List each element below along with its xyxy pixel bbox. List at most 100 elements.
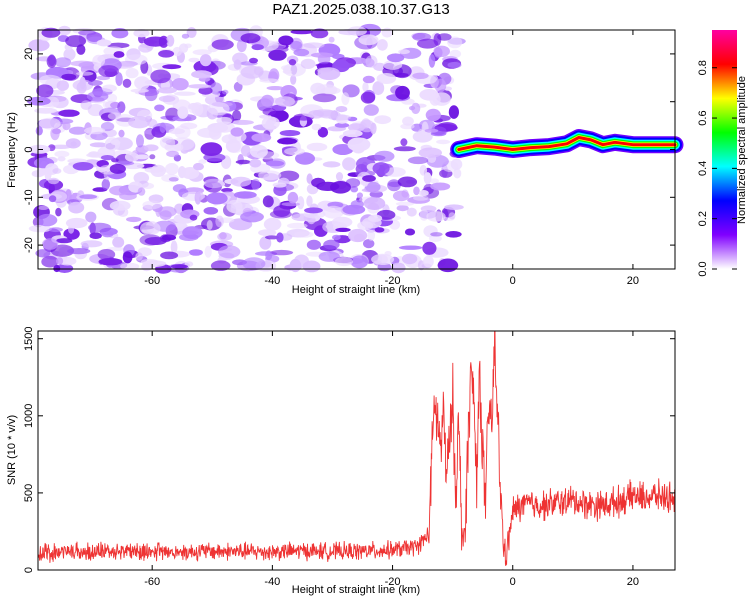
heatmap-cell <box>143 36 168 47</box>
heatmap-cell <box>165 163 179 175</box>
heatmap-cell <box>367 229 376 241</box>
heatmap-cell <box>251 133 272 143</box>
heatmap-cell <box>395 201 414 206</box>
heatmap-cell <box>42 238 59 250</box>
heatmap-cell <box>277 137 298 145</box>
heatmap-cell <box>265 250 273 261</box>
heatmap-cell <box>320 86 341 95</box>
x-tick-label: -20 <box>385 576 401 588</box>
heatmap-cell <box>278 35 294 46</box>
snr-x-label: Height of straight line (km) <box>292 584 420 596</box>
heatmap-cell <box>290 40 302 50</box>
x-tick-label: -60 <box>144 275 160 287</box>
heatmap-cell <box>335 227 351 232</box>
heatmap-cell <box>109 200 131 211</box>
heatmap-cell <box>80 240 103 248</box>
heatmap-cell <box>372 81 385 96</box>
heatmap-cell <box>125 68 139 79</box>
colorbar-ticks: 0.0 0.2 0.4 0.6 0.8 <box>697 60 737 277</box>
heatmap-cell <box>338 28 360 36</box>
heatmap-cell <box>182 226 203 240</box>
heatmap-cell <box>34 107 58 114</box>
heatmap-cell <box>52 128 61 135</box>
heatmap-cell <box>174 203 185 215</box>
heatmap-cell <box>41 255 59 268</box>
heatmap-cell <box>139 234 162 246</box>
heatmap-cell <box>120 262 140 270</box>
heatmap-cell <box>206 220 213 230</box>
heatmap-cell <box>259 236 272 250</box>
heatmap-cell <box>376 73 397 84</box>
heatmap-cell <box>207 102 230 116</box>
heatmap-cell <box>117 101 126 113</box>
spectrogram-panel: -60 -40 -20 0 20 -20 -10 0 10 20 Height of strai… <box>6 23 684 296</box>
heatmap-cell <box>55 207 62 217</box>
heatmap-cell <box>231 119 255 125</box>
heatmap-cell <box>397 176 418 188</box>
heatmap-cell <box>449 49 462 59</box>
heatmap-cell <box>447 61 462 69</box>
heatmap-cell <box>232 109 242 122</box>
heatmap-cell <box>158 50 175 58</box>
heatmap-cell <box>413 186 420 196</box>
heatmap-cell <box>230 176 252 187</box>
heatmap-cell <box>300 58 316 69</box>
heatmap-cell <box>97 249 116 260</box>
heatmap-cell <box>100 155 114 161</box>
heatmap-cell <box>310 28 329 39</box>
heatmap-cell <box>106 93 118 103</box>
heatmap-cell <box>392 190 410 202</box>
heatmap-cell <box>293 48 310 57</box>
spectrogram-x-ticks: -60 -40 -20 0 20 <box>144 30 639 287</box>
heatmap-cell <box>215 215 224 228</box>
heatmap-cell <box>100 121 115 132</box>
heatmap-cell <box>68 201 85 214</box>
heatmap-cell <box>266 86 285 91</box>
heatmap-cell <box>142 260 167 267</box>
heatmap-cell <box>133 172 150 184</box>
heatmap-cell <box>211 39 234 50</box>
heatmap-cell <box>393 146 416 152</box>
heatmap-cell <box>322 161 341 168</box>
heatmap-cell <box>358 34 379 46</box>
heatmap-cell <box>303 42 325 49</box>
heatmap-cell <box>419 164 428 176</box>
heatmap-cell <box>348 228 368 243</box>
heatmap-cell <box>154 104 165 112</box>
heatmap-cell <box>209 82 223 95</box>
heatmap-cell <box>204 245 212 258</box>
heatmap-cell <box>166 150 179 158</box>
heatmap-cell <box>54 57 72 68</box>
heatmap-cell <box>136 134 144 148</box>
heatmap-cell <box>63 228 80 240</box>
heatmap-cell <box>412 72 429 80</box>
heatmap-cell <box>315 63 337 68</box>
heatmap-cell <box>219 232 227 240</box>
heatmap-cell <box>216 116 232 125</box>
heatmap-cell <box>425 108 441 122</box>
colorbar-tick-label: 0.0 <box>697 261 709 276</box>
heatmap-cell <box>206 192 228 205</box>
heatmap-cell <box>92 54 106 67</box>
heatmap-cell <box>174 91 196 96</box>
heatmap-cell <box>406 207 417 217</box>
heatmap-cell <box>180 122 198 130</box>
y-tick-label: 0 <box>23 567 35 573</box>
heatmap-cell <box>210 260 231 272</box>
heatmap-cell <box>242 257 266 271</box>
heatmap-cell <box>72 162 94 171</box>
heatmap-cell <box>281 202 301 207</box>
heatmap-cell <box>62 121 71 131</box>
signal-band <box>450 129 684 158</box>
heatmap-cell <box>112 236 125 248</box>
heatmap-cell <box>429 93 441 106</box>
heatmap-cell <box>430 182 451 191</box>
heatmap-cell <box>418 147 442 158</box>
chart-title: PAZ1.2025.038.10.37.G13 <box>272 1 449 18</box>
heatmap-cell <box>360 91 376 104</box>
y-tick-label: 0 <box>23 146 35 152</box>
heatmap-cell <box>288 59 297 66</box>
heatmap-cell <box>65 217 88 229</box>
heatmap-cell <box>295 152 315 165</box>
